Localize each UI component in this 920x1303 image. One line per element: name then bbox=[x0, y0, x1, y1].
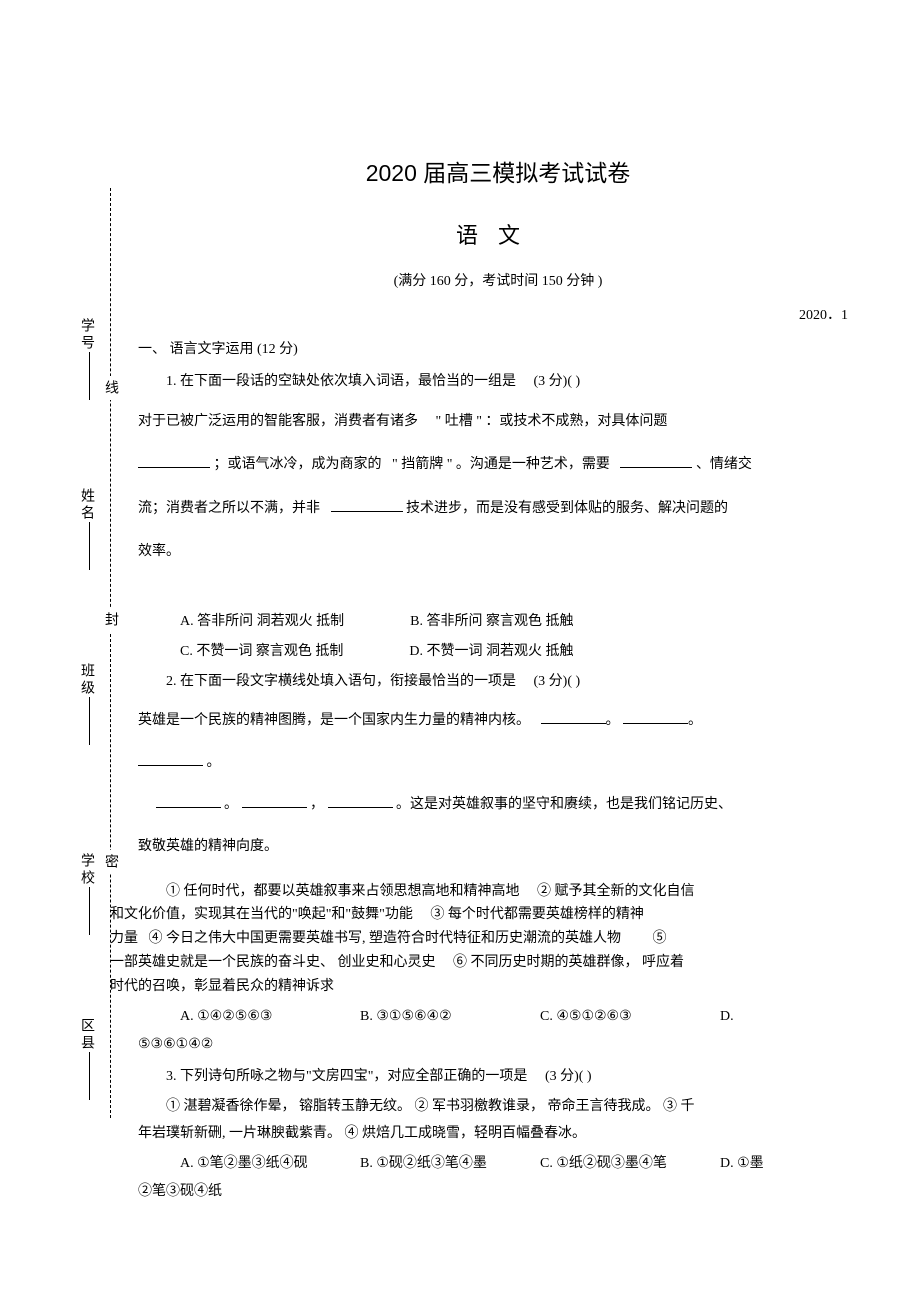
q1-p1b: " 吐槽 " ：或技术不成熟，对具体问题 bbox=[436, 414, 668, 429]
label-banji-text: 班级 bbox=[79, 663, 94, 697]
label-xingming: 姓名 bbox=[76, 488, 96, 570]
exam-info: (满分 160 分，考试时间 150 分钟 ) bbox=[138, 268, 858, 296]
q2-i4: ④ 今日之伟大中国更需要英雄书写, 塑造符合时代特征和历史潮流的英雄人物 bbox=[149, 931, 622, 946]
q3-line1: ① 湛碧凝香徐作晕， 镕脂转玉静无纹。 ② 军书羽檄教谁录， 帝命王言待我成。 … bbox=[138, 1095, 858, 1119]
q1-options: A. 答非所问 洞若观火 抵制 B. 答非所问 察言观色 抵触 C. 不赞一词 … bbox=[138, 608, 858, 666]
q1-blank1 bbox=[138, 453, 210, 468]
q2-i3: ③ 每个时代都需要英雄榜样的精神 bbox=[430, 907, 644, 922]
q2-i5: ⑤ bbox=[653, 931, 667, 946]
q2-stem-row: 2. 在下面一段文字横线处填入语句，衔接最恰当的一项是 (3 分)( ) bbox=[138, 668, 858, 696]
main-title: 2020 届高三模拟考试试卷 bbox=[138, 150, 858, 196]
q2-blank2 bbox=[623, 708, 688, 723]
mark-mi: 密 bbox=[100, 850, 120, 874]
q3-points: (3 分)( ) bbox=[545, 1069, 592, 1084]
q3-optB: B. ①砚②纸③笔④墨 bbox=[360, 1150, 500, 1178]
q2-i1: ① 任何时代，都要以英雄叙事来占领思想高地和精神高地 bbox=[166, 884, 520, 899]
q2-passage: 英雄是一个民族的精神图腾，是一个国家内生力量的精神内核。 。 。 。 。 ， 。… bbox=[138, 700, 858, 868]
q2-p3: 致敬英雄的精神向度。 bbox=[138, 839, 278, 854]
q1-p3b: 技术进步，而是没有感受到体贴的服务、解决问题的 bbox=[406, 501, 728, 516]
q1-p3a: 流；消费者之所以不满，并非 bbox=[138, 501, 320, 516]
q3-stem: 3. 下列诗句所咏之物与"文房四宝"，对应全部正确的一项是 bbox=[166, 1069, 527, 1084]
q3-optD: D. ①墨 bbox=[720, 1150, 770, 1178]
q2-options: A. ①④②⑤⑥③ B. ③①⑤⑥④② C. ④⑤①②⑥③ D. bbox=[138, 1003, 858, 1031]
label-xuehao: 学号 bbox=[76, 318, 96, 400]
q1-blank2 bbox=[620, 453, 692, 468]
q2-i5b: 一部英雄史就是一个民族的奋斗史、 创业史和心灵史 bbox=[110, 955, 436, 970]
label-xuehao-text: 学号 bbox=[79, 318, 94, 352]
q2-blank3 bbox=[138, 750, 203, 765]
q1-stem-row: 1. 在下面一段话的空缺处依次填入词语，最恰当的一组是 (3 分)( ) bbox=[138, 368, 858, 396]
q2-i6: ⑥ 不同历史时期的英雄群像， 呼应着 bbox=[453, 955, 684, 970]
mark-feng: 封 bbox=[100, 608, 120, 632]
q2-i2b: 和文化价值，实现其在当代的"唤起"和"鼓舞"功能 bbox=[110, 907, 413, 922]
q2-i6b: 时代的召唤，彰显着民众的精神诉求 bbox=[110, 979, 334, 994]
q1-p2c: 、情绪交 bbox=[696, 457, 752, 472]
q1-stem: 1. 在下面一段话的空缺处依次填入词语，最恰当的一组是 bbox=[166, 374, 516, 389]
q1-points: (3 分)( ) bbox=[534, 374, 581, 389]
q3-optD-cont: ②笔③砚④纸 bbox=[138, 1178, 858, 1206]
q1-blank3 bbox=[331, 496, 403, 511]
q3-optA: A. ①笔②墨③纸④砚 bbox=[180, 1150, 320, 1178]
q2-p2a: 。 bbox=[224, 797, 238, 812]
q2-optD: D. bbox=[720, 1003, 740, 1031]
label-xingming-text: 姓名 bbox=[79, 488, 94, 522]
q2-optA: A. ①④②⑤⑥③ bbox=[180, 1003, 320, 1031]
q2-p2c: 。这是对英雄叙事的坚守和赓续，也是我们铭记历史、 bbox=[396, 797, 732, 812]
exam-date: 2020．1 bbox=[138, 302, 858, 330]
mark-xian: 线 bbox=[100, 376, 120, 400]
q1-p1a: 对于已被广泛运用的智能客服，消费者有诸多 bbox=[138, 414, 418, 429]
q1-optC: C. 不赞一词 察言观色 抵制 bbox=[180, 638, 343, 666]
q2-p2b: ， bbox=[310, 797, 324, 812]
label-quxian-text: 区县 bbox=[79, 1018, 94, 1052]
q3-line2: 年岩璞斩新硎, 一片琳腴截紫青。 ④ 烘焙几工成晓雪，轻明百幅叠春冰。 bbox=[138, 1122, 858, 1146]
q2-blank6 bbox=[328, 792, 393, 807]
q1-p4: 效率。 bbox=[138, 544, 180, 559]
label-quxian: 区县 bbox=[76, 1018, 96, 1100]
q3-options: A. ①笔②墨③纸④砚 B. ①砚②纸③笔④墨 C. ①纸②砚③墨④笔 D. ①… bbox=[138, 1150, 858, 1178]
q2-optD-cont: ⑤③⑥①④② bbox=[138, 1031, 858, 1059]
subject-title: 语文 bbox=[138, 214, 858, 258]
q2-points: (3 分)( ) bbox=[534, 674, 581, 689]
q2-blank5 bbox=[242, 792, 307, 807]
q2-blank4 bbox=[156, 792, 221, 807]
q1-optD: D. 不赞一词 洞若观火 抵触 bbox=[409, 638, 573, 666]
q1-p2b: " 挡箭牌 " 。沟通是一种艺术，需要 bbox=[392, 457, 610, 472]
q2-i3b: 力量 bbox=[110, 931, 138, 946]
label-xuexiao: 学校 bbox=[76, 853, 96, 935]
q2-optC: C. ④⑤①②⑥③ bbox=[540, 1003, 680, 1031]
q2-pm: 。 bbox=[207, 755, 221, 770]
q2-i2: ② 赋予其全新的文化自信 bbox=[537, 884, 695, 899]
q1-p2a: ；或语气冰冷，成为商家的 bbox=[214, 457, 382, 472]
q2-blank1 bbox=[541, 708, 606, 723]
q3-stem-row: 3. 下列诗句所咏之物与"文房四宝"，对应全部正确的一项是 (3 分)( ) bbox=[138, 1063, 858, 1091]
q3-optC: C. ①纸②砚③墨④笔 bbox=[540, 1150, 680, 1178]
q2-p1: 英雄是一个民族的精神图腾，是一个国家内生力量的精神内核。 bbox=[138, 713, 530, 728]
q2-stem: 2. 在下面一段文字横线处填入语句，衔接最恰当的一项是 bbox=[166, 674, 516, 689]
q1-optB: B. 答非所问 察言观色 抵触 bbox=[410, 608, 573, 636]
q2-optB: B. ③①⑤⑥④② bbox=[360, 1003, 500, 1031]
q1-optA: A. 答非所问 洞若观火 抵制 bbox=[180, 608, 344, 636]
section-1-heading: 一、 语言文字运用 (12 分) bbox=[138, 336, 858, 364]
label-banji: 班级 bbox=[76, 663, 96, 745]
page-content: 2020 届高三模拟考试试卷 语文 (满分 160 分，考试时间 150 分钟 … bbox=[138, 150, 858, 1210]
label-xuexiao-text: 学校 bbox=[79, 853, 94, 887]
q1-passage: 对于已被广泛运用的智能客服，消费者有诸多 " 吐槽 " ：或技术不成熟，对具体问… bbox=[138, 400, 858, 574]
q2-items: ① 任何时代，都要以英雄叙事来占领思想高地和精神高地 ② 赋予其全新的文化自信 … bbox=[138, 880, 858, 999]
